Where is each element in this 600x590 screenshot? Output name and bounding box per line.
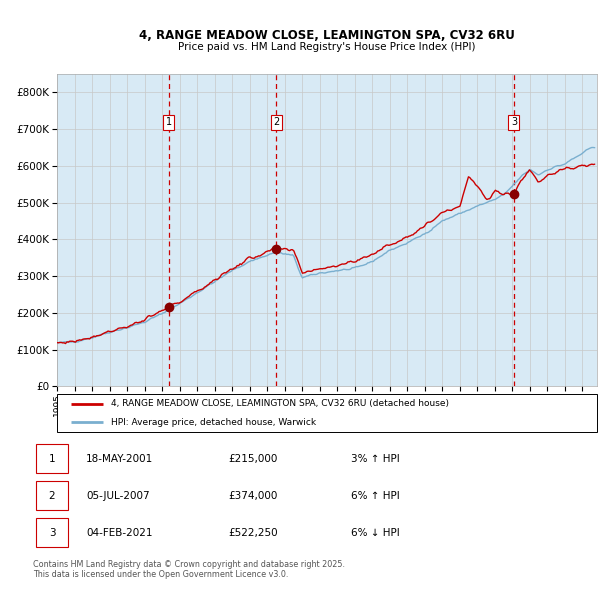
- Text: 4, RANGE MEADOW CLOSE, LEAMINGTON SPA, CV32 6RU (detached house): 4, RANGE MEADOW CLOSE, LEAMINGTON SPA, C…: [111, 399, 449, 408]
- Text: 4, RANGE MEADOW CLOSE, LEAMINGTON SPA, CV32 6RU: 4, RANGE MEADOW CLOSE, LEAMINGTON SPA, C…: [139, 29, 515, 42]
- Text: £374,000: £374,000: [229, 491, 278, 500]
- FancyBboxPatch shape: [36, 444, 68, 473]
- Text: 3: 3: [511, 117, 517, 127]
- Text: £215,000: £215,000: [229, 454, 278, 464]
- Text: 2: 2: [49, 491, 55, 500]
- Text: £522,250: £522,250: [229, 527, 278, 537]
- FancyBboxPatch shape: [36, 518, 68, 547]
- Text: 04-FEB-2021: 04-FEB-2021: [86, 527, 152, 537]
- Text: 1: 1: [49, 454, 55, 464]
- Text: 05-JUL-2007: 05-JUL-2007: [86, 491, 149, 500]
- Text: 6% ↓ HPI: 6% ↓ HPI: [351, 527, 400, 537]
- Text: 3: 3: [49, 527, 55, 537]
- Text: HPI: Average price, detached house, Warwick: HPI: Average price, detached house, Warw…: [111, 418, 316, 427]
- FancyBboxPatch shape: [36, 481, 68, 510]
- Text: 1: 1: [166, 117, 172, 127]
- Text: Contains HM Land Registry data © Crown copyright and database right 2025.: Contains HM Land Registry data © Crown c…: [33, 559, 345, 569]
- Text: Price paid vs. HM Land Registry's House Price Index (HPI): Price paid vs. HM Land Registry's House …: [178, 42, 476, 52]
- Text: 18-MAY-2001: 18-MAY-2001: [86, 454, 153, 464]
- Text: This data is licensed under the Open Government Licence v3.0.: This data is licensed under the Open Gov…: [33, 570, 289, 579]
- Text: 6% ↑ HPI: 6% ↑ HPI: [351, 491, 400, 500]
- Text: 3% ↑ HPI: 3% ↑ HPI: [351, 454, 400, 464]
- FancyBboxPatch shape: [57, 394, 597, 432]
- Text: 2: 2: [273, 117, 279, 127]
